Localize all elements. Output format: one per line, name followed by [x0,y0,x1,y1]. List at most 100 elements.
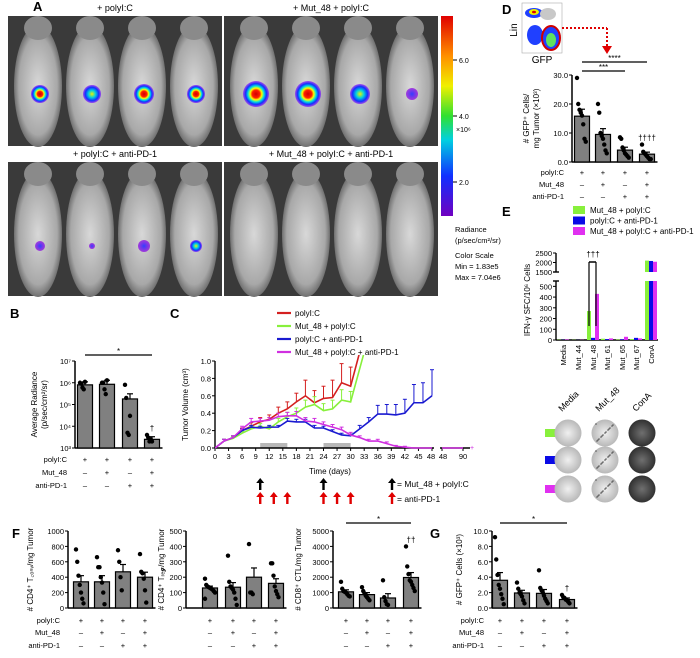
data-point [250,591,255,597]
y-tick-label: 200 [539,315,552,324]
condition-sign: + [274,641,279,650]
data-point [73,547,79,552]
mouse [386,25,434,147]
x-tick-label: 48 [439,452,447,461]
data-point [382,595,387,600]
condition-sign: – [128,468,133,477]
data-point [118,575,123,580]
bar-lower [649,281,653,340]
legend-swatch [573,227,585,235]
significance-label: **** [608,54,620,63]
data-point [497,586,503,591]
dagger-label: †††† [638,134,656,143]
treatment-window [260,443,288,448]
condition-sign: + [274,616,279,625]
data-point [234,602,239,608]
condition-sign: + [105,455,110,464]
condition-sign: – [580,180,585,189]
y-tick-label: 4.0 [478,573,488,582]
data-point [574,75,580,81]
panel-label-C: C [170,306,180,321]
colorbar-multiplier: ×10⁶ [456,127,471,134]
condition-sign: – [386,628,391,637]
condition-sign: + [252,616,257,625]
well-column-label: ConA [630,390,653,413]
condition-sign: + [121,641,126,650]
signal-spot [187,85,205,103]
data-point [385,602,391,608]
data-point [522,601,527,606]
row-color-swatch [545,429,557,437]
condition-sign: + [623,192,628,201]
data-point [338,579,344,585]
bar [76,384,94,449]
bioluminescence-image [224,162,438,297]
data-point [639,142,645,147]
condition-sign: – [231,641,236,650]
panel-label-B: B [10,306,19,321]
condition-sign: – [344,641,349,650]
condition-sign: – [601,192,606,201]
bar [634,337,638,340]
condition-sign: – [580,192,585,201]
condition-sign: – [365,641,370,650]
data-point [227,579,232,585]
legend-label: polyI:C [295,309,320,318]
y-tick-label: 300 [539,304,552,313]
bar [121,398,139,449]
data-point [102,601,107,607]
flow-cytometry-plot [521,2,563,54]
data-point [98,575,103,580]
color-scale-label: Color Scale [455,251,494,260]
signal-spot [406,88,418,100]
end-marker: + [470,445,474,452]
panel-label-D: D [502,2,511,17]
data-point [581,122,586,127]
data-point [648,156,653,162]
condition-sign: + [645,180,650,189]
elispot-well [628,475,656,503]
data-point [270,561,275,566]
data-point [79,381,84,386]
condition-sign: + [542,616,547,625]
data-point [501,601,506,607]
y-tick-label: 400 [169,542,182,551]
condition-sign: + [105,468,110,477]
signal-spot [190,240,202,252]
mouse [170,171,218,297]
x-tick-label: 45 [414,452,422,461]
x-tick-label: 30 [346,452,354,461]
y-tick-label: 2500 [535,249,552,258]
data-point [496,582,501,588]
bar [601,338,605,340]
data-point [78,590,84,595]
data-point [81,387,86,392]
condition-label: Mut_48 [35,628,60,637]
data-point [76,573,81,578]
condition-sign: + [520,628,525,637]
condition-sign: + [565,628,570,637]
data-point [102,387,107,392]
data-point [536,568,542,573]
colorbar-tick: 6.0 [459,58,469,65]
x-tick-label: 6 [240,452,244,461]
data-point [602,142,607,147]
condition-sign: + [409,641,414,650]
x-tick-label: 42 [401,452,409,461]
category-label: Media [559,344,568,365]
condition-sign: + [542,641,547,650]
colorbar [441,16,453,216]
signal-spot [295,81,321,107]
condition-sign: + [623,168,628,177]
condition-sign: + [150,455,155,464]
dagger-label: † [565,584,569,593]
x-tick-label: 90 [459,452,467,461]
legend-swatch [573,206,585,214]
y-tick-label: 10⁴ [59,422,71,431]
y-tick-label: 800 [51,542,64,551]
y-tick-label: 10⁷ [60,357,71,366]
data-point [104,378,110,383]
image-title: + Mut_48 + polyI:C [293,3,370,13]
y-tick-label: 400 [51,573,64,582]
y-tick-label: 2000 [535,259,552,268]
